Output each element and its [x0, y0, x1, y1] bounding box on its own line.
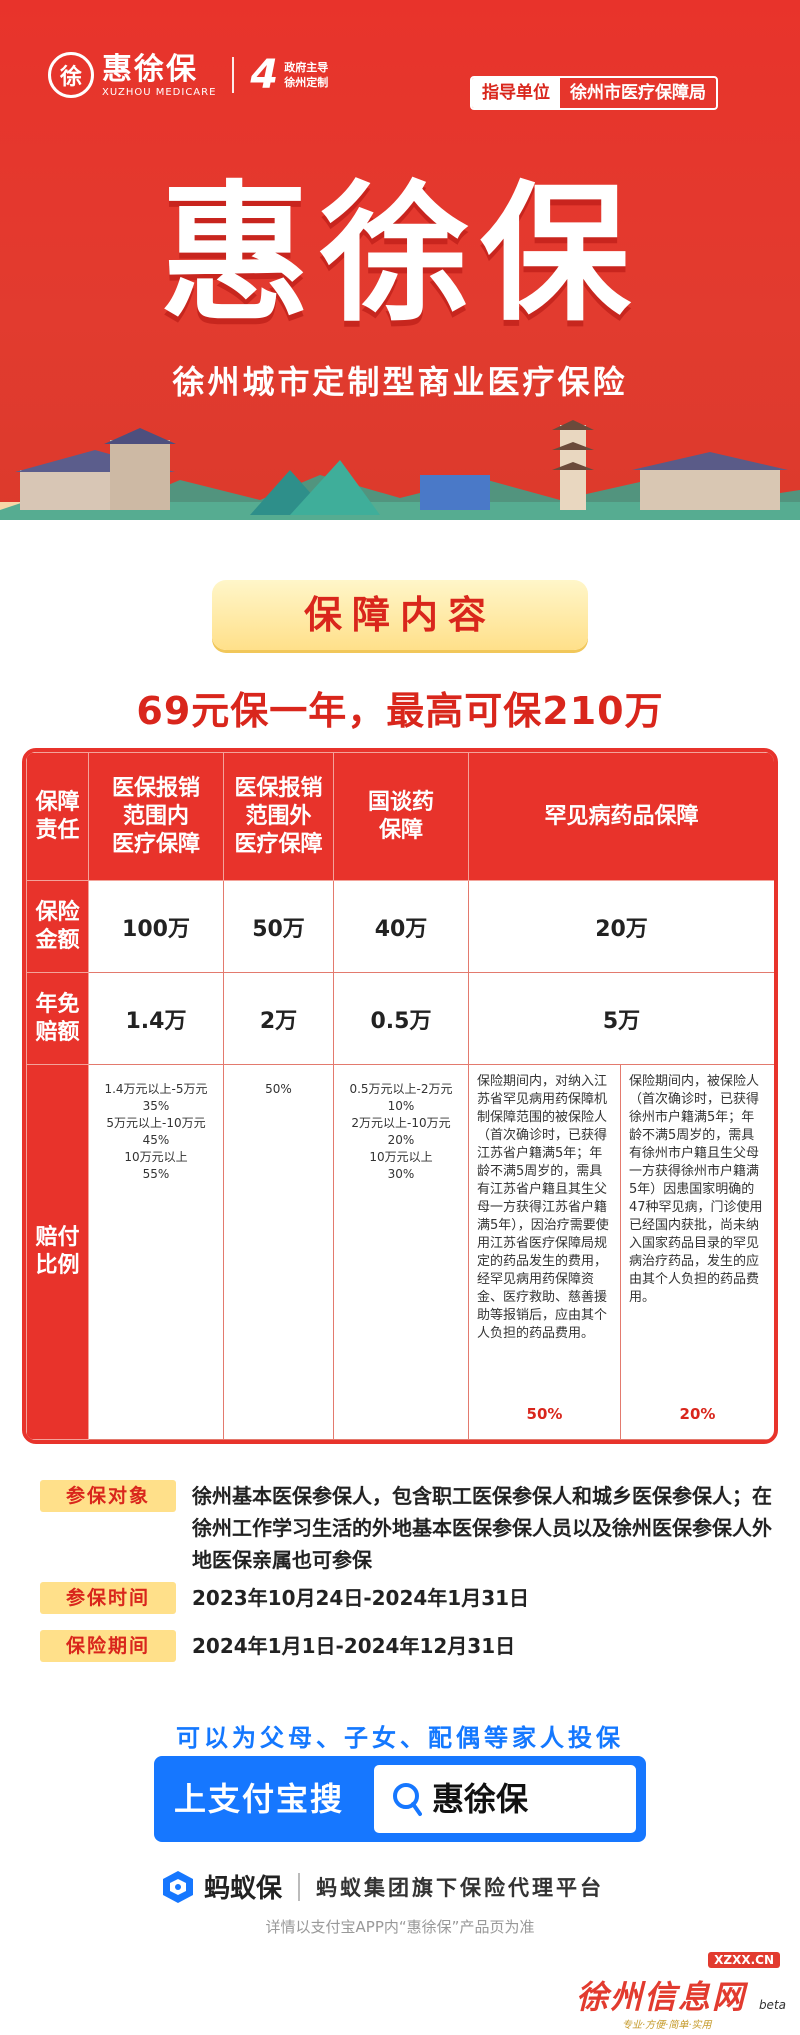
- brand-name: 惠徐保: [102, 51, 198, 87]
- col-head-text: 医保报销 范围内 医疗保障: [111, 775, 200, 857]
- col-head-out-scope: 医保报销 范围外 医疗保障: [223, 752, 334, 881]
- family-cta-text: 可以为父母、子女、配偶等家人投保: [176, 1724, 624, 1752]
- watermark-tagline: 专业·方便·简单·实用: [622, 2020, 712, 2031]
- deductible-in-scope: 1.4万: [88, 972, 224, 1065]
- row-head-text: 年免 赔额: [35, 991, 80, 1045]
- four-line-1: 政府主导: [284, 61, 329, 74]
- col-head-in-scope: 医保报销 范围内 医疗保障: [88, 752, 224, 881]
- watermark-beta: beta: [758, 1998, 786, 2012]
- row-head-ratio: 赔付 比例: [26, 1064, 89, 1440]
- info-tag: 保险期间: [40, 1630, 176, 1662]
- coverage-table: 保障 责任 医保报销 范围内 医疗保障 医保报销 范围外 医疗保障 国谈药 保障…: [22, 748, 778, 1444]
- header-banner: 徐 惠徐保 XUZHOU MEDICARE 4 政府主导 徐州定制 指导单位 徐…: [0, 0, 800, 520]
- search-label: 上支付宝搜: [174, 1780, 345, 1818]
- rare-city-text: 保险期间内，被保险人（首次确诊时，已获得徐州市户籍满5年；年龄不满5周岁的，需具…: [629, 1074, 763, 1305]
- guide-unit: 徐州市医疗保障局: [570, 83, 706, 103]
- amount-national-drug: 40万: [333, 880, 469, 973]
- info-coverage-period: 保险期间 2024年1月1日-2024年12月31日: [40, 1630, 782, 1662]
- brand-logo-text: 惠徐保 XUZHOU MEDICARE: [102, 51, 217, 98]
- guide-unit-badge: 指导单位 徐州市医疗保障局: [470, 76, 718, 110]
- rare-city-pct: 20%: [679, 1405, 716, 1423]
- row-head-text: 保障 责任: [35, 789, 80, 843]
- info-enroll-period: 参保时间 2023年10月24日-2024年1月31日: [40, 1582, 782, 1614]
- four-logo-text: 政府主导 徐州定制: [284, 60, 328, 90]
- amount-in-scope: 100万: [88, 880, 224, 973]
- price-headline: 69元保一年，最高可保210万: [136, 689, 664, 733]
- ant-insurance-desc: 蚂蚁集团旗下保险代理平台: [316, 1875, 605, 1900]
- table-row-deductible: 年免 赔额 1.4万 2万 0.5万 5万: [26, 972, 774, 1065]
- deductible-national-drug: 0.5万: [333, 972, 469, 1065]
- watermark-name: 徐州信息网: [576, 1978, 747, 2016]
- col-head-national-drug: 国谈药 保障: [333, 752, 469, 881]
- section-title-button: 保障内容: [212, 580, 588, 650]
- search-box[interactable]: 惠徐保: [374, 1765, 636, 1833]
- rare-provincial-text: 保险期间内，对纳入江苏省罕见病用药保障机制保障范围的被保险人（首次确诊时，已获得…: [477, 1074, 609, 1341]
- amount-out-scope: 50万: [223, 880, 334, 973]
- brand-logo-icon: 徐: [48, 52, 94, 98]
- row-head-deductible: 年免 赔额: [26, 972, 89, 1065]
- info-text: 徐州基本医保参保人，包含职工医保参保人和城乡医保参保人；在徐州工作学习生活的外地…: [192, 1484, 772, 1572]
- row-head-text: 保险 金额: [35, 899, 80, 953]
- guide-label: 指导单位: [472, 78, 560, 108]
- brand-logo-row: 徐 惠徐保 XUZHOU MEDICARE 4 政府主导 徐州定制: [48, 52, 328, 98]
- city-skyline-illustration: [0, 420, 800, 520]
- ratio-in-scope: 1.4万元以上-5万元 35% 5万元以上-10万元 45% 10万元以上 55…: [88, 1064, 224, 1440]
- footer-note: 详情以支付宝APP内“惠徐保”产品页为准: [265, 1918, 535, 1936]
- main-subtitle: 徐州城市定制型商业医疗保险: [172, 363, 628, 401]
- search-icon: [393, 1783, 422, 1816]
- rare-provincial-pct: 50%: [526, 1405, 563, 1423]
- table-row-amount: 保险 金额 100万 50万 40万 20万: [26, 880, 774, 973]
- info-tag: 参保时间: [40, 1582, 176, 1614]
- search-word: 惠徐保: [432, 1780, 529, 1818]
- watermark-url: XZXX.CN: [708, 1952, 780, 1968]
- ratio-text: 0.5万元以上-2万元 10% 2万元以上-10万元 20% 10万元以上 30…: [349, 1082, 453, 1181]
- ant-insurance-name: 蚂蚁保: [204, 1874, 283, 1904]
- col-head-text: 医保报销 范围外 医疗保障: [234, 775, 323, 857]
- main-title: 惠徐保: [159, 168, 640, 342]
- ratio-national-drug: 0.5万元以上-2万元 10% 2万元以上-10万元 20% 10万元以上 30…: [333, 1064, 469, 1440]
- info-text: 2024年1月1日-2024年12月31日: [192, 1634, 516, 1658]
- ant-divider: [298, 1872, 301, 1901]
- info-tag: 参保对象: [40, 1480, 176, 1512]
- deductible-rare-disease: 5万: [467, 972, 774, 1065]
- four-line-2: 徐州定制: [284, 76, 329, 89]
- deductible-out-scope: 2万: [223, 972, 334, 1065]
- row-head-responsibility: 保障 责任: [26, 752, 89, 881]
- table-row-ratio: 赔付 比例 1.4万元以上-5万元 35% 5万元以上-10万元 45% 10万…: [26, 1064, 774, 1440]
- col-head-text: 国谈药 保障: [367, 789, 434, 843]
- site-watermark: XZXX.CN 徐州信息网 beta 专业·方便·简单·实用: [548, 1950, 800, 2035]
- alipay-search-banner[interactable]: 上支付宝搜 惠徐保: [154, 1756, 646, 1842]
- amount-rare-disease: 20万: [467, 880, 774, 973]
- four-logo-icon: 4: [250, 52, 279, 98]
- info-eligibility: 参保对象 徐州基本医保参保人，包含职工医保参保人和城乡医保参保人；在徐州工作学习…: [40, 1480, 782, 1576]
- ratio-text: 1.4万元以上-5万元 35% 5万元以上-10万元 45% 10万元以上 55…: [104, 1082, 208, 1181]
- info-text: 2023年10月24日-2024年1月31日: [192, 1586, 530, 1610]
- ratio-out-scope: 50%: [223, 1064, 334, 1440]
- ratio-rare-city: 保险期间内，被保险人（首次确诊时，已获得徐州市户籍满5年；年龄不满5周岁的，需具…: [619, 1064, 774, 1440]
- ratio-text: 50%: [265, 1082, 292, 1096]
- col-head-rare-disease: 罕见病药品保障: [467, 752, 774, 881]
- table-row-header: 保障 责任 医保报销 范围内 医疗保障 医保报销 范围外 医疗保障 国谈药 保障…: [26, 752, 774, 881]
- row-head-text: 赔付 比例: [35, 1225, 80, 1278]
- col-head-text: 罕见病药品保障: [544, 803, 699, 829]
- row-head-amount: 保险 金额: [26, 880, 89, 973]
- ant-insurance-logo-icon: [163, 1870, 193, 1903]
- ant-insurance-row: 蚂蚁保 蚂蚁集团旗下保险代理平台: [160, 1868, 604, 1905]
- logo-divider: [232, 57, 235, 93]
- brand-sub: XUZHOU MEDICARE: [102, 86, 217, 98]
- ratio-rare-provincial: 保险期间内，对纳入江苏省罕见病用药保障机制保障范围的被保险人（首次确诊时，已获得…: [468, 1064, 621, 1440]
